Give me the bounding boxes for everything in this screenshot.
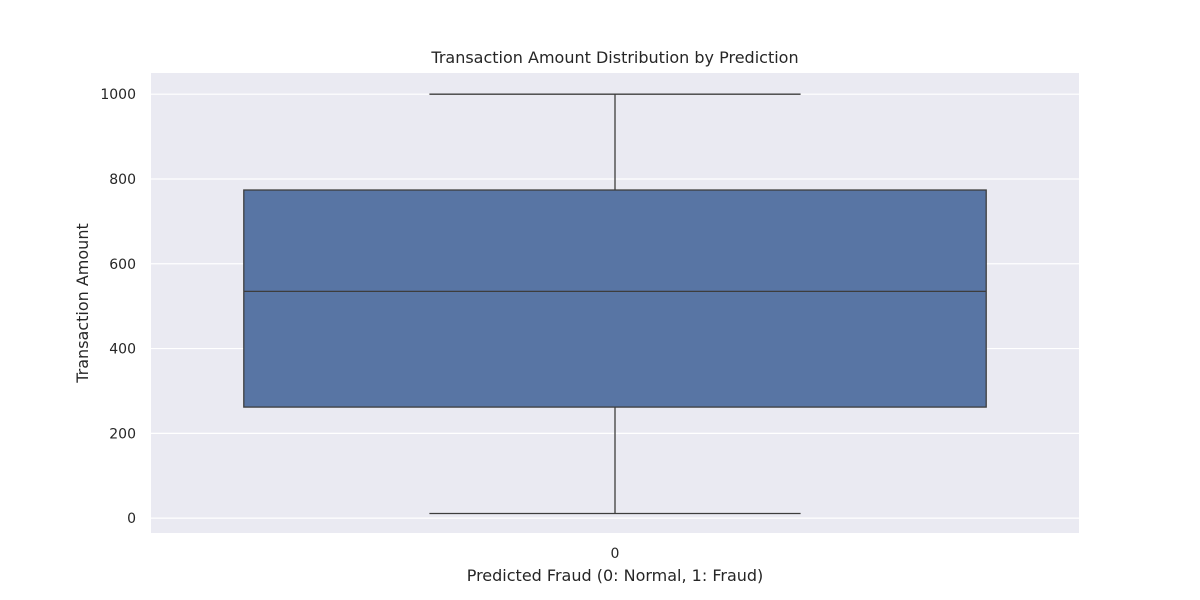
y-tick-label: 0 [127, 511, 136, 527]
y-tick-label: 600 [109, 257, 136, 273]
iqr-box [243, 189, 987, 408]
y-tick-label: 200 [109, 426, 136, 442]
y-tick-label: 1000 [100, 87, 136, 103]
chart-title: Transaction Amount Distribution by Predi… [430, 48, 798, 67]
box-group [243, 93, 987, 515]
y-axis-label: Transaction Amount [73, 223, 92, 384]
x-axis-ticks: 0 [611, 546, 620, 562]
y-axis-ticks: 0 200 400 600 800 1000 [100, 87, 136, 527]
y-tick-label: 400 [109, 342, 136, 358]
y-tick-label: 800 [109, 172, 136, 188]
boxes [243, 93, 987, 515]
x-axis-label: Predicted Fraud (0: Normal, 1: Fraud) [467, 566, 764, 585]
x-tick-label: 0 [611, 546, 620, 562]
